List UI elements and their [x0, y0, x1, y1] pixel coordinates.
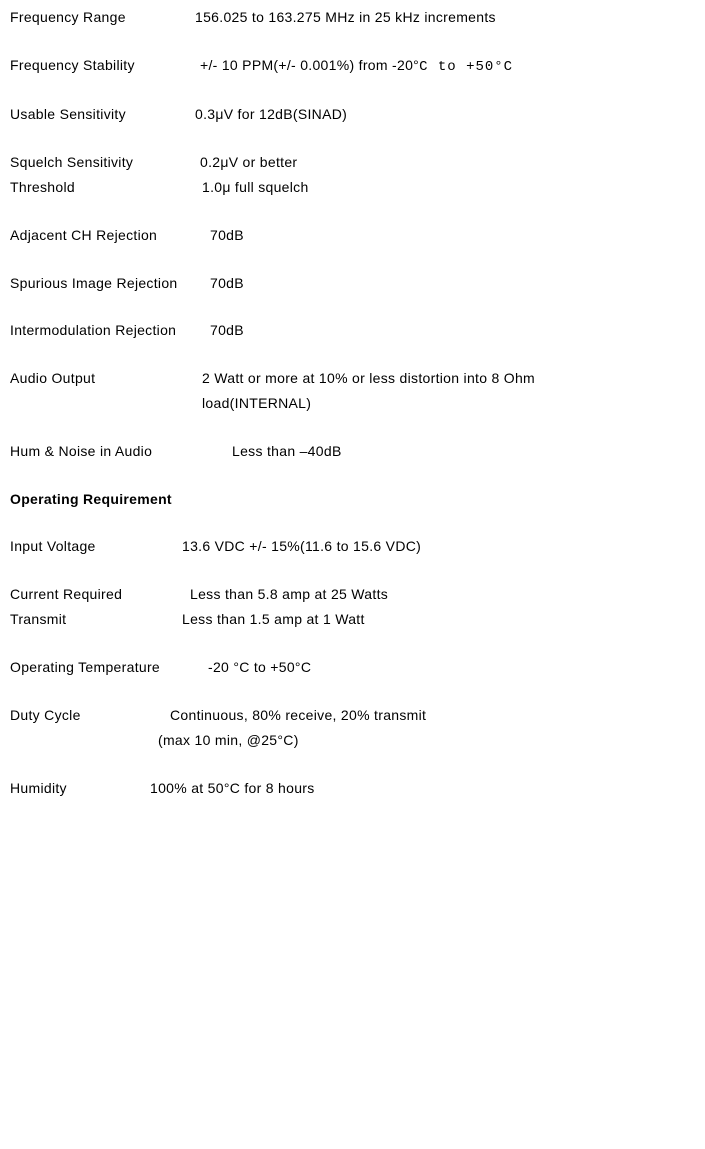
spurious-label: Spurious Image Rejection [10, 274, 210, 294]
op-temp-value: -20 °C to +50°C [208, 658, 695, 678]
audio-out-value-2: load(INTERNAL) [202, 394, 311, 414]
hum-noise-label: Hum & Noise in Audio [10, 442, 232, 462]
spurious-value: 70dB [210, 274, 695, 294]
current-req-row: Current Required Less than 5.8 amp at 25… [10, 585, 695, 605]
transmit-value: Less than 1.5 amp at 1 Watt [182, 610, 695, 630]
threshold-row: Threshold 1.0μ full squelch [10, 178, 695, 198]
op-temp-row: Operating Temperature -20 °C to +50°C [10, 658, 695, 678]
freq-range-row: Frequency Range 156.025 to 163.275 MHz i… [10, 8, 695, 28]
adj-ch-label: Adjacent CH Rejection [10, 226, 210, 246]
intermod-label: Intermodulation Rejection [10, 321, 210, 341]
intermod-row: Intermodulation Rejection 70dB [10, 321, 695, 341]
humidity-value: 100% at 50°C for 8 hours [150, 779, 695, 799]
intermod-value: 70dB [210, 321, 695, 341]
spurious-row: Spurious Image Rejection 70dB [10, 274, 695, 294]
audio-out-value-1: 2 Watt or more at 10% or less distortion… [202, 369, 695, 389]
audio-out-row-2: load(INTERNAL) [10, 394, 695, 414]
duty-cycle-label: Duty Cycle [10, 706, 170, 726]
usable-sens-row: Usable Sensitivity 0.3μV for 12dB(SINAD) [10, 105, 695, 125]
humidity-label: Humidity [10, 779, 150, 799]
audio-out-label: Audio Output [10, 369, 202, 389]
transmit-row: Transmit Less than 1.5 amp at 1 Watt [10, 610, 695, 630]
adj-ch-value: 70dB [210, 226, 695, 246]
squelch-sens-label: Squelch Sensitivity [10, 153, 200, 173]
freq-stability-row: Frequency Stability +/- 10 PPM(+/- 0.001… [10, 56, 695, 78]
op-req-heading: Operating Requirement [10, 490, 695, 510]
duty-cycle-value-1: Continuous, 80% receive, 20% transmit [170, 706, 695, 726]
freq-range-value: 156.025 to 163.275 MHz in 25 kHz increme… [195, 8, 695, 28]
humidity-row: Humidity 100% at 50°C for 8 hours [10, 779, 695, 799]
adj-ch-row: Adjacent CH Rejection 70dB [10, 226, 695, 246]
hum-noise-row: Hum & Noise in Audio Less than –40dB [10, 442, 695, 462]
threshold-label: Threshold [10, 178, 202, 198]
audio-out-row: Audio Output 2 Watt or more at 10% or le… [10, 369, 695, 389]
squelch-sens-value: 0.2μV or better [200, 153, 695, 173]
threshold-value: 1.0μ full squelch [202, 178, 695, 198]
input-voltage-value: 13.6 VDC +/- 15%(11.6 to 15.6 VDC) [182, 537, 695, 557]
duty-cycle-value-2: (max 10 min, @25°C) [158, 731, 299, 751]
current-req-label: Current Required [10, 585, 190, 605]
freq-stability-value: +/- 10 PPM(+/- 0.001%) from -20°C to +50… [200, 56, 695, 78]
input-voltage-row: Input Voltage 13.6 VDC +/- 15%(11.6 to 1… [10, 537, 695, 557]
op-temp-label: Operating Temperature [10, 658, 208, 678]
transmit-label: Transmit [10, 610, 182, 630]
usable-sens-value: 0.3μV for 12dB(SINAD) [195, 105, 695, 125]
freq-stability-label: Frequency Stability [10, 56, 200, 76]
duty-cycle-row: Duty Cycle Continuous, 80% receive, 20% … [10, 706, 695, 726]
freq-range-label: Frequency Range [10, 8, 195, 28]
input-voltage-label: Input Voltage [10, 537, 182, 557]
current-req-value: Less than 5.8 amp at 25 Watts [190, 585, 695, 605]
squelch-sens-row: Squelch Sensitivity 0.2μV or better [10, 153, 695, 173]
hum-noise-value: Less than –40dB [232, 442, 695, 462]
duty-cycle-row-2: (max 10 min, @25°C) [10, 731, 695, 751]
usable-sens-label: Usable Sensitivity [10, 105, 195, 125]
